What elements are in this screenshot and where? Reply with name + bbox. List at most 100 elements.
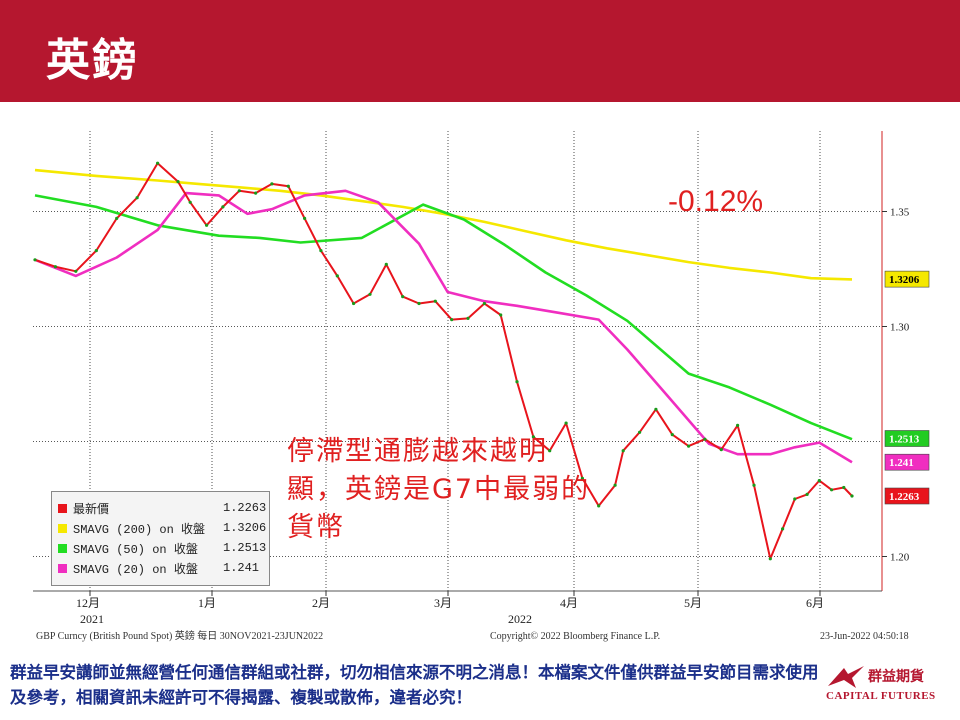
series-point (384, 262, 388, 266)
series-point (842, 485, 846, 490)
moving-average-line (34, 194, 853, 441)
series-point (176, 180, 180, 184)
series-point (417, 301, 421, 306)
header-bar: 英鎊 (0, 0, 960, 102)
footer: 群益早安講師並無經營任何通信群組或社群，切勿相信來源不明之消息！本檔案文件僅供群… (0, 654, 960, 720)
series-point (237, 189, 241, 193)
series-point (805, 492, 809, 496)
source-left: GBP Curncy (British Pound Spot) 英鎊 每日 30… (36, 629, 323, 642)
series-point (752, 483, 756, 487)
x-tick-label: 4月 (560, 596, 578, 610)
price-tag-label: 1.2513 (889, 434, 920, 446)
legend-row-price: 最新價 1.2263 (58, 499, 273, 517)
legend-label: 最新價 (73, 502, 110, 517)
price-tag-label: 1.2263 (889, 491, 920, 503)
price-tag (884, 453, 930, 471)
series-point (817, 479, 821, 483)
series-point (580, 476, 585, 480)
disclaimer-text: 群益早安講師並無經營任何通信群組或社群，切勿相信來源不明之消息！本檔案文件僅供群… (10, 663, 819, 707)
y-tick-label: 1.20 (890, 552, 910, 564)
series-point (33, 258, 37, 262)
series-point (564, 421, 568, 425)
series-point (531, 435, 536, 439)
series-point (597, 504, 601, 508)
series-point (687, 444, 691, 448)
legend-label: SMAVG (20) on 收盤 (73, 562, 198, 577)
price-tag-label: 1.3206 (889, 274, 920, 286)
year-label: 2022 (508, 612, 532, 626)
chart-legend: 最新價 1.2263 SMAVG (200) on 收盤 1.3206 SMAV… (51, 491, 270, 586)
y-tick-label: 1.30 (890, 322, 910, 334)
series-point (156, 161, 160, 165)
x-tick-label: 1月 (198, 596, 216, 610)
series-point (319, 249, 323, 253)
series-point (482, 301, 486, 306)
legend-value: 1.241 (223, 561, 260, 575)
commentary-note: 停滯型通膨越來越明顯，英鎊是G7中最弱的貨幣 (287, 436, 591, 543)
x-tick-label: 12月 (76, 596, 100, 610)
series-point (254, 191, 258, 195)
series-point (221, 205, 225, 209)
logo-mark-icon (828, 666, 864, 688)
series-point (335, 274, 339, 278)
legend-value: 1.3206 (223, 521, 267, 535)
legend-value: 1.2263 (223, 501, 267, 515)
company-logo: 群益期貨 CAPITAL FUTURES (826, 664, 956, 710)
price-tag (884, 270, 930, 288)
series-point (115, 216, 119, 220)
series-point (499, 313, 503, 317)
legend-value: 1.2513 (223, 541, 267, 555)
series-point (638, 430, 642, 434)
series-point (548, 449, 552, 453)
series-point (286, 184, 290, 188)
legend-row-sma200: SMAVG (200) on 收盤 1.3206 (58, 519, 273, 537)
price-tag (884, 430, 930, 447)
series-point (670, 433, 674, 437)
x-tick-label: 3月 (434, 596, 452, 610)
series-point (515, 380, 519, 384)
moving-average-line (34, 168, 853, 281)
series-point (53, 265, 58, 269)
source-mid: Copyright© 2022 Bloomberg Finance L.P. (490, 631, 660, 642)
series-point (850, 494, 854, 498)
series-point (830, 488, 834, 492)
series-point (654, 407, 658, 411)
x-tick-label: 2月 (312, 596, 330, 610)
legend-swatch (58, 523, 67, 533)
series-point (768, 557, 772, 561)
series-point (433, 299, 437, 303)
legend-label: SMAVG (50) on 收盤 (73, 542, 198, 557)
series-point (621, 449, 625, 453)
series-point (781, 527, 785, 531)
series-point (401, 295, 405, 299)
series-point (270, 182, 274, 186)
legend-label: SMAVG (200) on 收盤 (73, 522, 206, 537)
price-series-line (34, 162, 853, 560)
series-point (135, 196, 139, 200)
series-point (736, 423, 740, 427)
source-right: 23-Jun-2022 04:50:18 (820, 631, 909, 642)
series-point (450, 318, 454, 322)
x-tick-label: 5月 (684, 596, 702, 610)
series-point (793, 497, 797, 501)
page-title: 英鎊 (46, 35, 138, 86)
year-label: 2021 (80, 612, 104, 626)
series-point (703, 437, 707, 441)
legend-swatch (58, 563, 67, 573)
series-point (205, 223, 209, 227)
legend-swatch (58, 543, 67, 553)
legend-row-sma50: SMAVG (50) on 收盤 1.2513 (58, 539, 273, 557)
legend-swatch (58, 503, 67, 513)
x-tick-label: 6月 (806, 596, 824, 610)
series-point (368, 292, 372, 296)
series-point (466, 316, 470, 320)
price-tag-label: 1.241 (889, 457, 914, 469)
series-point (719, 448, 723, 452)
price-tag (884, 487, 930, 505)
series-point (188, 200, 192, 204)
series-point (94, 249, 98, 253)
y-tick-label: 1.35 (890, 207, 910, 219)
series-point (74, 269, 78, 273)
series-point (613, 483, 617, 487)
series-point (303, 216, 307, 220)
